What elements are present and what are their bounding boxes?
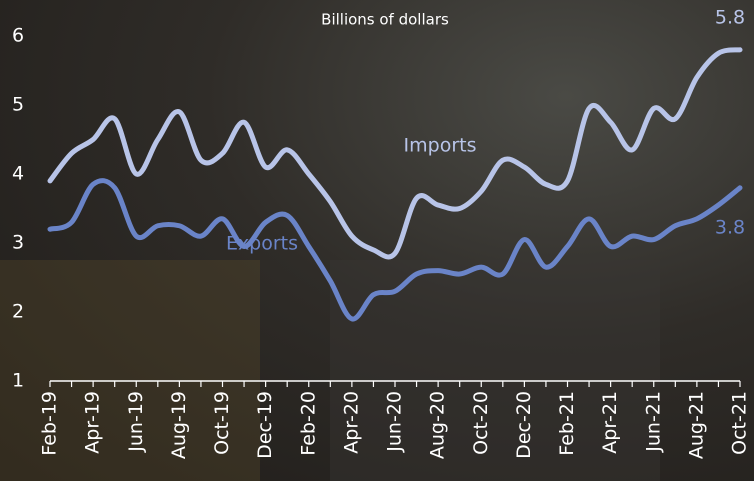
x-tick-label: Feb-20 — [297, 391, 319, 456]
x-tick-label: Feb-19 — [39, 391, 61, 456]
background-shape — [0, 260, 260, 481]
x-tick-label: Apr-21 — [599, 391, 621, 454]
x-tick-label: Dec-19 — [254, 391, 276, 459]
x-tick-label: Jun-20 — [384, 391, 406, 453]
data-label: 5.8 — [715, 6, 745, 28]
data-label: 3.8 — [715, 216, 745, 238]
y-tick-label: 3 — [12, 232, 24, 254]
y-tick-label: 4 — [12, 163, 24, 185]
y-tick-label: 6 — [12, 25, 24, 47]
background-shape — [330, 260, 660, 481]
x-tick-label: Dec-20 — [513, 391, 535, 459]
legend-label: Exports — [226, 233, 298, 255]
x-tick-label: Feb-21 — [556, 391, 578, 456]
y-tick-label: 5 — [12, 94, 24, 116]
line — [47, 178, 743, 322]
x-tick-label: Apr-19 — [82, 391, 104, 454]
x-tick-label: Aug-20 — [427, 391, 449, 459]
x-tick-label: Oct-19 — [211, 391, 233, 455]
line — [47, 47, 743, 260]
y-tick-label: 2 — [12, 301, 24, 323]
x-tick-label: Oct-20 — [470, 391, 492, 455]
chart-subtitle: Billions of dollars — [321, 11, 449, 29]
x-tick-label: Oct-21 — [729, 391, 751, 455]
x-tick-label: Jun-19 — [125, 391, 147, 453]
x-tick-label: Apr-20 — [340, 391, 362, 454]
x-tick-label: Aug-21 — [685, 391, 707, 459]
y-tick-label: 1 — [12, 370, 24, 392]
x-tick-label: Aug-19 — [168, 391, 190, 459]
x-tick-label: Jun-21 — [642, 391, 664, 453]
legend-label: Imports — [404, 135, 477, 157]
